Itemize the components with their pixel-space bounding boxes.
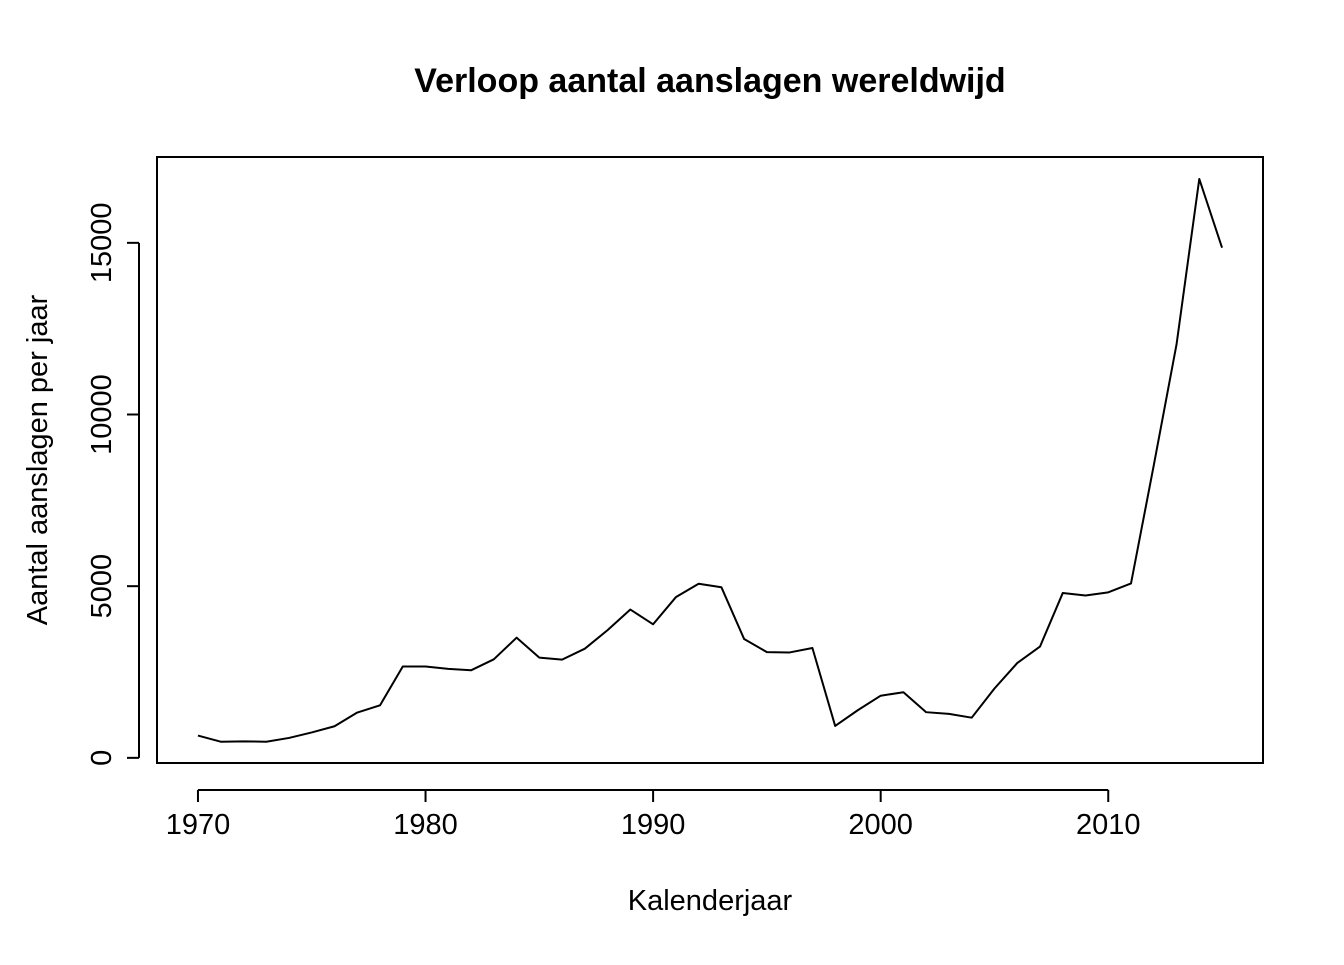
x-axis-label: Kalenderjaar xyxy=(628,885,793,917)
y-tick-label: 0 xyxy=(86,750,118,766)
x-axis: 1970 1980 1990 2000 2010 xyxy=(166,789,1141,841)
x-tick-label: 1980 xyxy=(393,809,458,841)
series-line xyxy=(197,177,1223,743)
y-tick-label: 10000 xyxy=(86,374,118,455)
y-axis: 0 5000 10000 15000 xyxy=(86,203,140,766)
plot-frame xyxy=(156,156,1264,764)
x-tick-label: 1970 xyxy=(166,809,231,841)
series-layer xyxy=(197,177,1223,743)
y-axis-label: Aantal aanslagen per jaar xyxy=(22,294,54,625)
x-tick-label: 1990 xyxy=(621,809,686,841)
x-tick-label: 2010 xyxy=(1076,809,1141,841)
y-tick-label: 5000 xyxy=(86,554,118,619)
chart-title: Verloop aantal aanslagen wereldwijd xyxy=(414,62,1005,100)
y-tick-label: 15000 xyxy=(86,203,118,284)
x-tick-label: 2000 xyxy=(848,809,913,841)
